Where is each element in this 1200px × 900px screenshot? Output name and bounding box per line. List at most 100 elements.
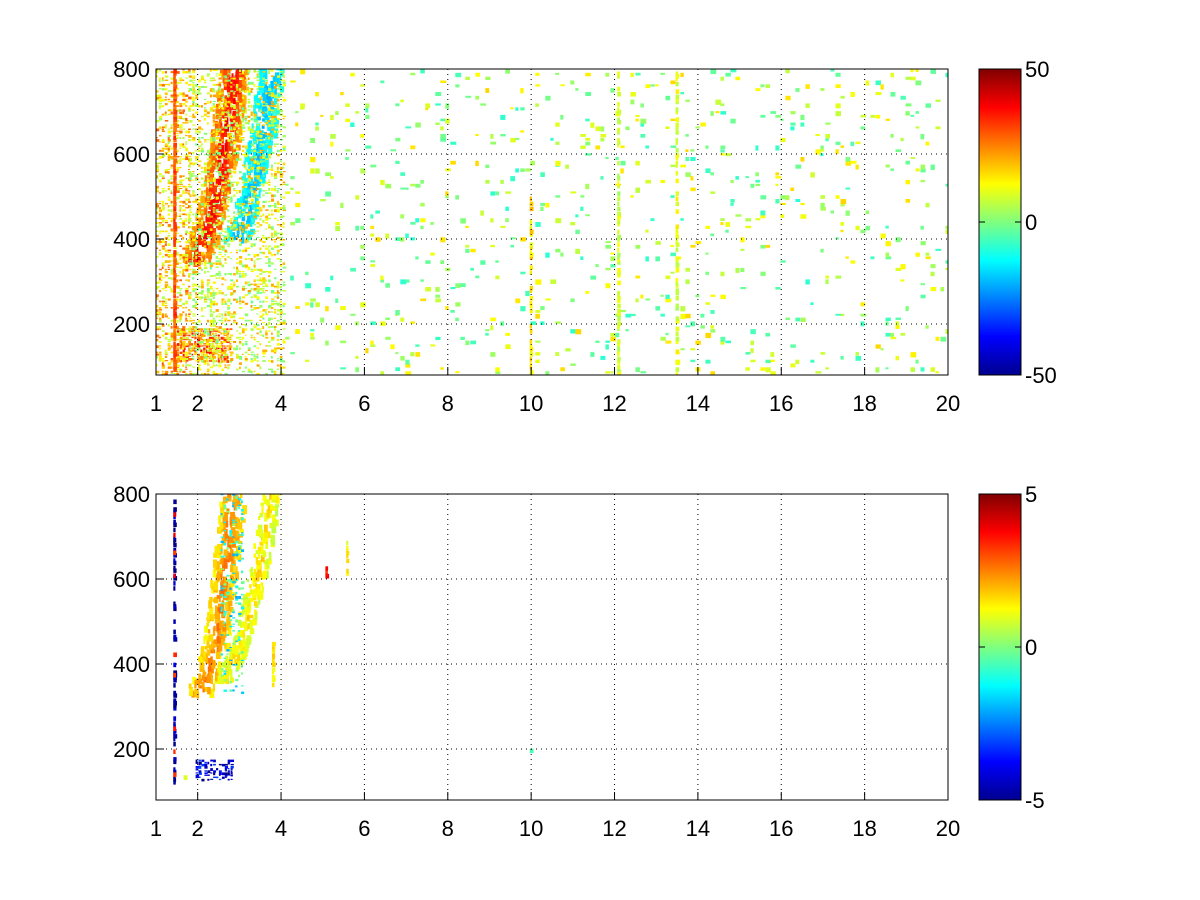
heatmap-cell xyxy=(262,360,266,362)
heatmap-cell xyxy=(206,222,210,224)
heatmap-cell xyxy=(248,167,253,173)
heatmap-cell xyxy=(220,351,224,355)
heatmap-cell xyxy=(170,90,174,92)
heatmap-cell xyxy=(167,260,171,263)
heatmap-cell xyxy=(241,185,245,188)
heatmap-cell xyxy=(215,202,219,205)
heatmap-cell xyxy=(218,247,221,250)
heatmap-cell xyxy=(185,334,189,336)
heatmap-cell xyxy=(890,134,894,138)
heatmap-cell xyxy=(206,296,210,298)
heatmap-cell xyxy=(244,154,249,162)
heatmap-cell xyxy=(840,229,844,233)
heatmap-cell xyxy=(203,264,207,266)
heatmap-cell xyxy=(212,224,216,227)
heatmap-cell xyxy=(282,181,286,184)
heatmap-cell xyxy=(262,94,267,104)
heatmap-cell xyxy=(212,124,215,127)
heatmap-cell xyxy=(206,292,210,294)
heatmap-cell xyxy=(290,80,296,83)
heatmap-cell xyxy=(520,130,525,133)
heatmap-cell xyxy=(215,166,219,170)
heatmap-cell xyxy=(400,187,406,190)
heatmap-cell xyxy=(268,217,272,220)
heatmap-cell xyxy=(271,526,277,534)
heatmap-cell xyxy=(176,105,179,107)
heatmap-cell xyxy=(282,313,286,315)
heatmap-cell xyxy=(201,137,204,139)
heatmap-cell xyxy=(173,206,177,212)
heatmap-cell xyxy=(209,222,212,225)
heatmap-cell xyxy=(192,264,195,266)
heatmap-cell xyxy=(675,280,678,286)
heatmap-cell xyxy=(259,224,263,227)
heatmap-cell xyxy=(257,570,261,576)
heatmap-cell xyxy=(179,103,182,105)
heatmap-cell xyxy=(920,168,926,173)
heatmap-cell xyxy=(249,614,254,619)
heatmap-cell xyxy=(239,296,241,300)
heatmap-cell xyxy=(211,351,216,355)
heatmap-cell xyxy=(250,309,254,311)
heatmap-cell xyxy=(185,353,188,357)
heatmap-cell xyxy=(230,122,234,125)
heatmap-cell xyxy=(250,130,254,133)
heatmap-cell xyxy=(170,260,174,262)
heatmap-cell xyxy=(820,145,824,150)
heatmap-cell xyxy=(223,657,227,659)
heatmap-cell xyxy=(188,134,192,138)
heatmap-cell xyxy=(224,148,229,156)
heatmap-cell xyxy=(455,72,462,78)
heatmap-cell xyxy=(176,370,179,373)
heatmap-cell xyxy=(239,307,243,309)
heatmap-cell xyxy=(274,234,278,237)
heatmap-cell xyxy=(156,217,159,220)
heatmap-cell xyxy=(188,264,191,267)
heatmap-cell xyxy=(475,95,480,100)
heatmap-cell xyxy=(188,128,191,130)
heatmap-cell xyxy=(195,213,198,216)
heatmap-cell xyxy=(173,186,177,191)
heatmap-cell xyxy=(840,145,845,148)
heatmap-cell xyxy=(173,280,177,286)
heatmap-cell xyxy=(295,122,299,127)
heatmap-cell xyxy=(229,593,234,600)
heatmap-cell xyxy=(360,256,365,261)
heatmap-cell xyxy=(176,353,180,357)
heatmap-cell xyxy=(265,336,269,339)
heatmap-cell xyxy=(206,200,210,202)
heatmap-cell xyxy=(274,309,277,311)
heatmap-cell xyxy=(179,347,182,349)
heatmap-cell xyxy=(212,130,215,133)
heatmap-cell xyxy=(161,324,165,327)
heatmap-cell xyxy=(170,164,174,167)
heatmap-cell xyxy=(192,319,195,322)
heatmap-cell xyxy=(385,336,391,340)
heatmap-cell xyxy=(188,328,191,332)
heatmap-cell xyxy=(189,120,193,123)
heatmap-cell xyxy=(510,137,516,143)
heatmap-cell xyxy=(161,245,165,248)
heatmap-cell xyxy=(212,362,215,364)
heatmap-cell xyxy=(529,244,533,250)
heatmap-cell xyxy=(256,162,260,165)
heatmap-cell xyxy=(256,292,260,295)
heatmap-cell xyxy=(910,69,914,73)
heatmap-cell xyxy=(282,341,286,344)
heatmap-cell xyxy=(198,347,201,351)
heatmap-cell xyxy=(276,166,279,170)
heatmap-cell xyxy=(224,372,228,375)
heatmap-cell xyxy=(230,105,233,108)
heatmap-cell xyxy=(529,229,534,235)
heatmap-cell xyxy=(695,126,700,129)
heatmap-cell xyxy=(220,513,223,515)
heatmap-cell xyxy=(665,332,669,336)
heatmap-cell xyxy=(330,141,334,147)
heatmap-cell xyxy=(405,363,411,368)
heatmap-cell xyxy=(268,341,271,343)
heatmap-cell xyxy=(164,75,169,78)
heatmap-cell xyxy=(228,552,233,562)
heatmap-cell xyxy=(256,139,259,142)
heatmap-cell xyxy=(161,296,165,300)
heatmap-cell xyxy=(252,618,257,626)
